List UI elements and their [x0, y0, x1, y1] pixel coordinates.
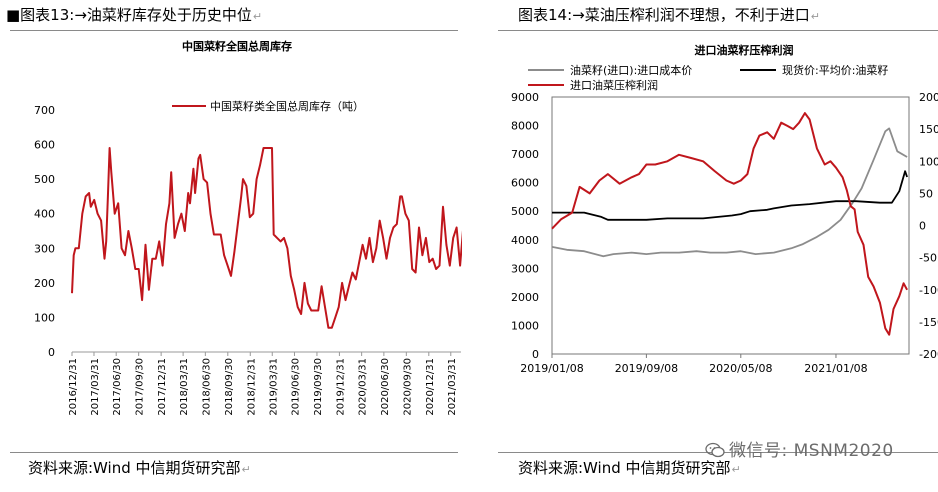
crush-margin-chart: 进口油菜籽压榨利润0100020003000400050006000700080… [511, 43, 938, 375]
chart2-legend-label-1: 油菜籽(进口):进口成本价 [570, 63, 692, 77]
chart2-right-y-tick-label: -150 [919, 316, 938, 329]
chart1-x-tick-label: 2017/09/30 [135, 358, 146, 416]
chart1-x-tick-label: 2018/06/30 [201, 358, 212, 416]
left-top-rule [10, 30, 458, 31]
chart2-series-line-2 [552, 170, 908, 221]
chart2-left-y-tick-label: 2000 [511, 291, 539, 304]
chart2-legend-label-2: 现货价:平均价:油菜籽 [782, 63, 888, 77]
chart2-left-y-tick-label: 1000 [511, 319, 539, 332]
chart1-x-tick-label: 2018/03/31 [179, 358, 190, 416]
chart2-legend-label-3: 进口油菜压榨利润 [570, 78, 658, 92]
right-source-note: 资料来源:Wind 中信期货研究部↵ [518, 459, 741, 477]
chart1-x-tick-label: 2016/12/31 [68, 358, 79, 416]
chart1-x-tick-label: 2017/03/31 [90, 358, 101, 416]
chart2-left-y-tick-label: 4000 [511, 234, 539, 247]
chart1-x-tick-label: 2017/12/31 [157, 358, 168, 416]
chart2-x-tick-label: 2020/05/08 [709, 362, 772, 375]
chart1-x-tick-label: 2020/03/31 [358, 358, 369, 416]
chart1-series-line [71, 147, 462, 329]
chart1-x-tick-label: 2018/12/31 [246, 358, 257, 416]
chart2-left-y-tick-label: 8000 [511, 120, 539, 133]
left-bottom-rule [10, 452, 458, 453]
left-figure-title: ■图表13:→油菜籽库存处于历史中位↵ [6, 6, 263, 24]
chart1-y-tick-label: 700 [34, 104, 55, 117]
chart1-y-tick-label: 600 [34, 139, 55, 152]
chart1-x-tick-label: 2020/09/30 [402, 358, 413, 416]
chart2-left-y-tick-label: 6000 [511, 177, 539, 190]
chart2-left-y-tick-label: 0 [532, 348, 539, 361]
left-source-note: 资料来源:Wind 中信期货研究部↵ [28, 459, 251, 477]
chart2-left-y-tick-label: 7000 [511, 148, 539, 161]
left-figure-panel: ■图表13:→油菜籽库存处于历史中位↵ 中国菜籽全国总周库存 0 100 200 300… [0, 0, 462, 492]
chart1-x-tick-label: 2019/03/31 [268, 358, 279, 416]
chart2-series-line-1 [551, 127, 908, 258]
chart1-x-tick-label: 2019/09/30 [313, 358, 324, 416]
chart2-series-line-3 [551, 112, 908, 336]
chart2-x-tick-label: 2019/01/08 [520, 362, 583, 375]
inventory-chart: 中国菜籽全国总周库存 0 100 200 300 400 500 600 700 2016/12/… [34, 39, 462, 416]
chart1-x-tick-label: 2020/06/30 [380, 358, 391, 416]
chart1-x-tick-label: 2018/09/30 [224, 358, 235, 416]
chart1-x-tick-label: 2020/12/31 [425, 358, 436, 416]
chart1-y-tick-label: 300 [34, 242, 55, 255]
chart1-x-tick-label: 2019/06/30 [290, 358, 301, 416]
chart2-left-y-tick-label: 5000 [511, 205, 539, 218]
chart1-legend-label: 中国菜籽类全国总周库存（吨） [210, 99, 364, 113]
chart1-y-tick-label: 200 [34, 277, 55, 290]
chart2-left-y-tick-label: 9000 [511, 91, 539, 104]
chart1-y-tick-label: 400 [34, 208, 55, 221]
chart2-right-y-tick-label: -200 [919, 348, 938, 361]
chart1-y-tick-label: 100 [34, 311, 55, 324]
chart1-x-tick-label: 2017/06/30 [112, 358, 123, 416]
chart2-right-y-tick-label: 150 [919, 123, 938, 136]
right-figure-title: 图表14:→菜油压榨利润不理想，不利于进口↵ [518, 6, 820, 24]
chart2-right-y-tick-label: -50 [919, 252, 937, 265]
chart2-right-y-tick-label: 200 [919, 91, 938, 104]
chart2-right-y-tick-label: 0 [919, 220, 926, 233]
right-figure-panel: 图表14:→菜油压榨利润不理想，不利于进口↵ 进口油菜籽压榨利润 0 1000 200… [490, 0, 938, 492]
chart2-x-tick-label: 2019/09/08 [615, 362, 678, 375]
chart1-y-tick-label: 500 [34, 173, 55, 186]
chart2-left-y-tick-label: 3000 [511, 262, 539, 275]
wechat-watermark: 微信号: MSNM2020 [705, 436, 894, 461]
chart1-x-tick-label: 2019/12/31 [335, 358, 346, 416]
chart2-title: 进口油菜籽压榨利润 [695, 43, 794, 57]
chart1-y-tick-label: 0 [48, 346, 55, 359]
chart1-x-tick-label: 2021/03/31 [447, 358, 458, 416]
chart2-plot-frame [551, 96, 910, 355]
chart2-x-tick-label: 2021/01/08 [804, 362, 867, 375]
chart2-right-y-tick-label: -100 [919, 284, 938, 297]
chart1-title: 中国菜籽全国总周库存 [182, 39, 292, 53]
chart2-right-y-tick-label: 50 [919, 187, 933, 200]
wechat-icon [705, 442, 725, 458]
right-top-rule [498, 30, 938, 31]
chart2-right-y-tick-label: 100 [919, 155, 938, 168]
